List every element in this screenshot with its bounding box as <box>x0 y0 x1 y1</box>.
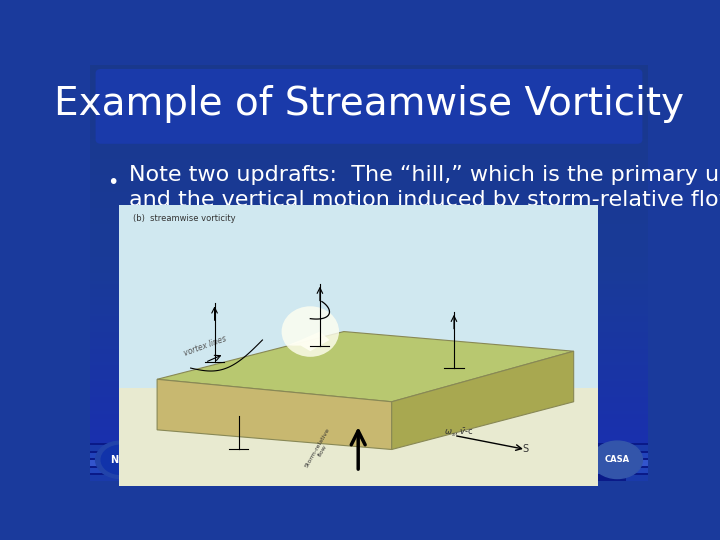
Bar <box>90 475 648 481</box>
Text: S: S <box>523 444 529 454</box>
Text: and the vertical motion induced by storm-relative flow in: and the vertical motion induced by storm… <box>129 190 720 210</box>
Ellipse shape <box>282 306 339 357</box>
Circle shape <box>592 441 642 478</box>
FancyBboxPatch shape <box>96 69 642 144</box>
Bar <box>90 461 648 465</box>
Text: NSF: NSF <box>109 455 132 465</box>
Polygon shape <box>392 351 574 449</box>
Text: $\omega_s$, $\bar{v}$-c: $\omega_s$, $\bar{v}$-c <box>444 427 474 439</box>
Bar <box>119 205 598 416</box>
Text: vortex lines: vortex lines <box>182 334 228 357</box>
Bar <box>135 458 626 463</box>
Text: •: • <box>107 173 118 192</box>
Text: conjunction with it: conjunction with it <box>129 214 336 234</box>
Bar <box>135 443 626 453</box>
Bar <box>182 223 553 439</box>
Polygon shape <box>157 332 574 402</box>
Text: (b)  streamwise vorticity: (b) streamwise vorticity <box>133 214 235 222</box>
Polygon shape <box>287 332 330 351</box>
Circle shape <box>101 446 140 474</box>
Bar <box>90 443 648 481</box>
Text: Storm-relative
flow: Storm-relative flow <box>304 427 336 471</box>
Bar <box>135 453 626 458</box>
Bar <box>119 388 598 486</box>
Bar <box>135 474 626 481</box>
Bar <box>135 469 626 474</box>
Text: Example of Streamwise Vorticity: Example of Streamwise Vorticity <box>54 85 684 123</box>
Bar <box>90 446 648 451</box>
Bar <box>135 463 626 469</box>
Polygon shape <box>157 379 392 449</box>
Circle shape <box>96 441 145 478</box>
Text: Note two updrafts:  The “hill,” which is the primary updraft,: Note two updrafts: The “hill,” which is … <box>129 165 720 185</box>
Bar <box>90 468 648 473</box>
Bar <box>90 453 648 458</box>
Text: CASA: CASA <box>605 455 630 464</box>
